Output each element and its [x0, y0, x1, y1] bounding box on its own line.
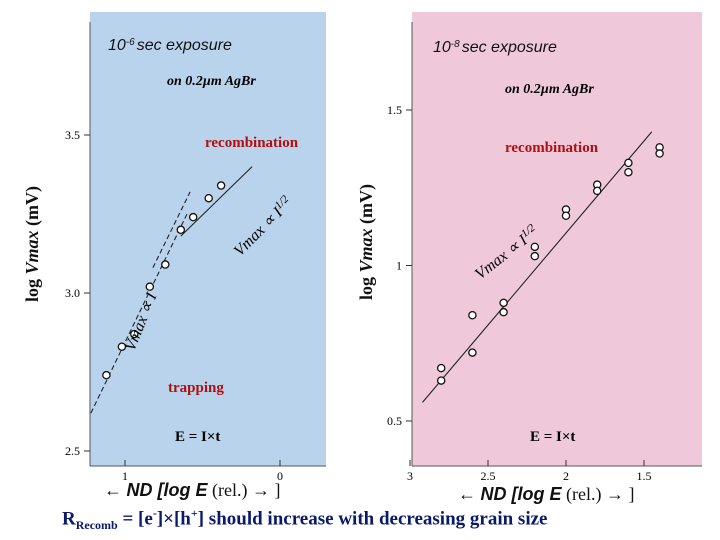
c0-recombination-label: recombination: [205, 135, 299, 151]
c0-data-point: [188, 212, 198, 222]
c0-data-point: [176, 225, 186, 235]
c1-data-point: [530, 251, 540, 261]
c0-ytick-label: 3.0: [65, 286, 80, 300]
c0-xtick-label: 0: [277, 469, 283, 483]
c0-ytick-label: 3.5: [65, 128, 80, 142]
left-ylabel: log Vmax (mV): [22, 185, 42, 302]
c0-fit-line: [180, 166, 253, 237]
c1-ytick-label: 1: [396, 259, 402, 273]
c1-subtitle: on 0.2µm AgBr: [505, 82, 594, 97]
c0-slope1-label: Vmax ∝ I: [122, 290, 161, 354]
right-chart-panel: [412, 12, 702, 466]
c1-title: 10-8 sec exposure: [433, 39, 557, 57]
c1-data-point: [468, 311, 477, 320]
c1-data-point: [624, 167, 633, 177]
left-xlabel: ← ND [log E (rel.) → ]: [104, 480, 281, 500]
c0-data-point: [130, 329, 139, 339]
c0-fit-line: [152, 191, 191, 268]
c0-xtick-label: 1: [122, 469, 128, 483]
c0-data-point: [216, 181, 226, 190]
c1-data-point: [655, 149, 664, 158]
c0-fit-line: [90, 213, 188, 414]
right-ylabel: log Vmax (mV): [356, 183, 376, 300]
c0-data-point: [117, 342, 127, 351]
c0-ytick-label: 2.5: [65, 444, 80, 458]
c0-slope2-label: Vmax ∝ I1/2: [229, 193, 296, 260]
c1-xtick-label: 3: [407, 469, 413, 483]
right-xlabel: ← ND [log E (rel.) → ]: [458, 484, 635, 504]
c1-data-point: [561, 211, 571, 220]
c0-data-point: [145, 282, 155, 291]
c1-fit-line: [422, 131, 653, 403]
c0-trapping-label: trapping: [168, 380, 224, 396]
c0-subtitle: on 0.2µm AgBr: [167, 74, 256, 89]
c1-data-point: [468, 348, 477, 357]
left-chart-panel: [90, 12, 326, 466]
c0-data-point: [204, 193, 213, 203]
c1-data-point: [624, 158, 633, 168]
c1-ytick-label: 0.5: [387, 414, 402, 428]
c1-xtick-label: 1.5: [637, 469, 652, 483]
c0-data-point: [102, 370, 111, 380]
c1-data-point: [436, 363, 446, 373]
c1-xtick-label: 2: [563, 469, 569, 483]
c1-data-point: [499, 307, 508, 317]
c1-equation-label: E = I×t: [530, 429, 575, 445]
c1-ytick-label: 1.5: [387, 103, 402, 117]
c0-equation-label: E = I×t: [175, 429, 220, 445]
c1-recombination-label: recombination: [505, 140, 599, 156]
c1-data-point: [436, 376, 446, 385]
c1-xtick-label: 2.5: [481, 469, 496, 483]
c0-data-point: [161, 260, 170, 269]
c1-data-point: [499, 298, 508, 308]
c0-title: 10-6 sec exposure: [108, 37, 232, 55]
c1-data-point: [592, 186, 602, 196]
c1-data-point: [530, 242, 540, 252]
caption: RRecomb = [e-]×[h+] should increase with…: [62, 506, 548, 533]
